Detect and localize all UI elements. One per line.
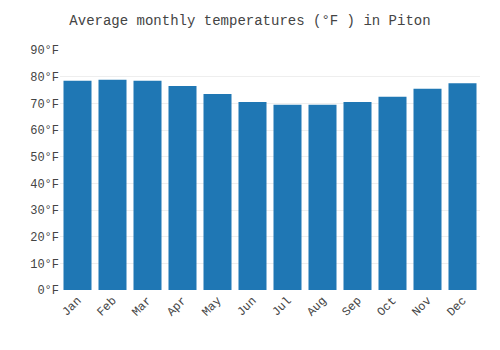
svg-text:Jan: Jan — [59, 294, 84, 319]
svg-text:60°F: 60°F — [30, 124, 59, 138]
svg-text:20°F: 20°F — [30, 231, 59, 245]
svg-text:Mar: Mar — [129, 294, 154, 319]
svg-text:Nov: Nov — [409, 294, 434, 319]
svg-text:40°F: 40°F — [30, 178, 59, 192]
svg-text:May: May — [199, 294, 224, 319]
svg-text:Feb: Feb — [94, 294, 119, 319]
svg-text:50°F: 50°F — [30, 151, 59, 165]
svg-text:90°F: 90°F — [30, 44, 59, 58]
svg-text:Jun: Jun — [234, 294, 259, 319]
svg-text:70°F: 70°F — [30, 98, 59, 112]
svg-text:80°F: 80°F — [30, 71, 59, 85]
svg-text:Dec: Dec — [444, 294, 469, 319]
svg-text:0°F: 0°F — [37, 284, 59, 298]
svg-text:Aug: Aug — [304, 294, 329, 319]
svg-text:30°F: 30°F — [30, 204, 59, 218]
svg-text:Average monthly temperatures (: Average monthly temperatures (°F ) in Pi… — [69, 13, 430, 29]
svg-text:10°F: 10°F — [30, 258, 59, 272]
svg-text:Sep: Sep — [339, 294, 364, 319]
svg-text:Oct: Oct — [374, 294, 399, 319]
svg-text:Apr: Apr — [164, 294, 189, 319]
svg-text:Jul: Jul — [269, 294, 294, 319]
